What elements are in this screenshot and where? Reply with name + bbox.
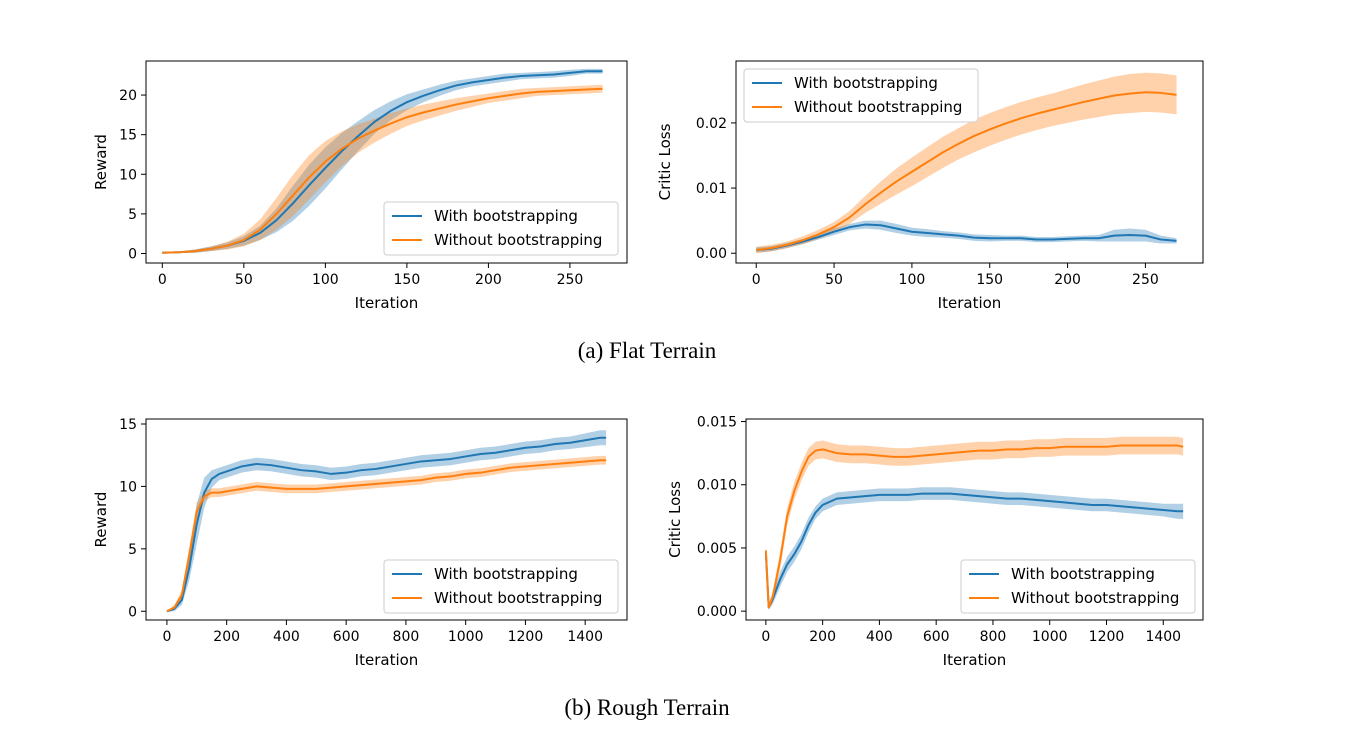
confidence-band-with: [162, 68, 603, 254]
y-tick-label: 0.005: [697, 541, 737, 557]
y-tick-label: 15: [119, 417, 137, 433]
series-line-with: [166, 436, 607, 613]
caption-rough-terrain: (b) Rough Terrain: [564, 695, 730, 720]
y-axis-label: Critic Loss: [666, 481, 684, 558]
x-tick-label: 800: [980, 629, 1007, 645]
x-tick-label: 250: [557, 272, 584, 288]
x-tick-label: 250: [1132, 272, 1159, 288]
x-tick-label: 1200: [508, 629, 544, 645]
x-tick-label: 0: [752, 272, 761, 288]
y-tick-label: 0.01: [696, 181, 727, 197]
y-tick-label: 5: [128, 207, 137, 223]
x-tick-label: 0: [162, 629, 171, 645]
x-tick-label: 150: [394, 272, 421, 288]
series-line-with: [764, 492, 1184, 609]
legend-box: [743, 68, 979, 123]
y-tick-label: 0.00: [696, 246, 727, 262]
series-line-without: [764, 444, 1184, 609]
axes-frame: [145, 418, 628, 621]
x-axis-label: Iteration: [938, 294, 1002, 312]
chart-panel-4: 0 200 400 600 800 1000 1200 1400 0.000 0.005 0.010…: [666, 415, 1204, 669]
series-line-with: [756, 223, 1177, 251]
x-tick-label: 200: [809, 629, 836, 645]
legend-label-with: With bootstrapping: [1011, 565, 1155, 583]
confidence-band-without: [162, 84, 603, 254]
x-axis-label: Iteration: [355, 651, 419, 669]
x-tick-label: 400: [273, 629, 300, 645]
x-tick-label: 50: [235, 272, 253, 288]
x-tick-label: 100: [899, 272, 926, 288]
x-tick-label: 1000: [1032, 629, 1068, 645]
legend-label-with: With bootstrapping: [434, 565, 578, 583]
series-line-without: [166, 459, 607, 613]
x-tick-label: 0: [158, 272, 167, 288]
y-tick-label: 0: [128, 604, 137, 620]
x-tick-label: 200: [213, 629, 240, 645]
series-line-without: [756, 91, 1177, 251]
y-tick-label: 0.000: [697, 604, 737, 620]
legend-box: [383, 559, 619, 614]
y-axis-label: Reward: [92, 492, 110, 548]
chart-panel-2: 0 50 100 150 200 250 0.00 0.01 0.02 Iteration Crit…: [656, 60, 1204, 312]
y-tick-label: 10: [119, 167, 137, 183]
legend-label-without: Without bootstrapping: [434, 231, 602, 249]
legend-label-without: Without bootstrapping: [1011, 589, 1179, 607]
legend-box: [960, 559, 1196, 614]
x-tick-label: 1400: [567, 629, 603, 645]
y-tick-label: 0.015: [697, 415, 737, 431]
axes-frame: [145, 60, 628, 264]
x-tick-label: 150: [976, 272, 1003, 288]
x-tick-label: 1000: [448, 629, 484, 645]
x-tick-label: 200: [475, 272, 502, 288]
x-tick-label: 400: [866, 629, 893, 645]
y-tick-label: 0.010: [697, 478, 737, 494]
chart-panel-3: 0 200 400 600 800 1000 1200 1400 0 5 10 15 Iteration…: [92, 417, 628, 669]
y-axis-label: Reward: [92, 134, 110, 190]
y-tick-label: 15: [119, 128, 137, 144]
x-tick-label: 800: [393, 629, 420, 645]
series-line-without: [162, 87, 603, 254]
confidence-band-without: [765, 436, 1184, 610]
y-tick-label: 5: [128, 542, 137, 558]
y-tick-label: 0: [128, 246, 137, 262]
axes-frame: [735, 60, 1204, 264]
legend-label-with: With bootstrapping: [434, 207, 578, 225]
legend-box: [383, 201, 619, 256]
y-tick-label: 10: [119, 479, 137, 495]
x-tick-label: 600: [923, 629, 950, 645]
x-tick-label: 0: [761, 629, 770, 645]
x-tick-label: 200: [1054, 272, 1081, 288]
confidence-band-without: [166, 455, 607, 612]
x-tick-label: 600: [333, 629, 360, 645]
axes-frame: [745, 418, 1204, 621]
x-axis-label: Iteration: [943, 651, 1007, 669]
y-axis-label: Critic Loss: [656, 123, 674, 200]
x-tick-label: 1200: [1089, 629, 1125, 645]
x-tick-label: 100: [312, 272, 339, 288]
legend-label-with: With bootstrapping: [794, 74, 938, 92]
x-tick-label: 50: [825, 272, 843, 288]
chart-panel-1: 0 50 100 150 200 250 0 5 10 15 20 Iteration Reward Wi…: [92, 60, 628, 312]
legend-label-without: Without bootstrapping: [434, 589, 602, 607]
y-tick-label: 20: [119, 88, 137, 104]
y-tick-label: 0.02: [696, 116, 727, 132]
caption-flat-terrain: (a) Flat Terrain: [577, 338, 717, 363]
legend-label-without: Without bootstrapping: [794, 98, 962, 116]
x-axis-label: Iteration: [355, 294, 419, 312]
x-tick-label: 1400: [1145, 629, 1181, 645]
